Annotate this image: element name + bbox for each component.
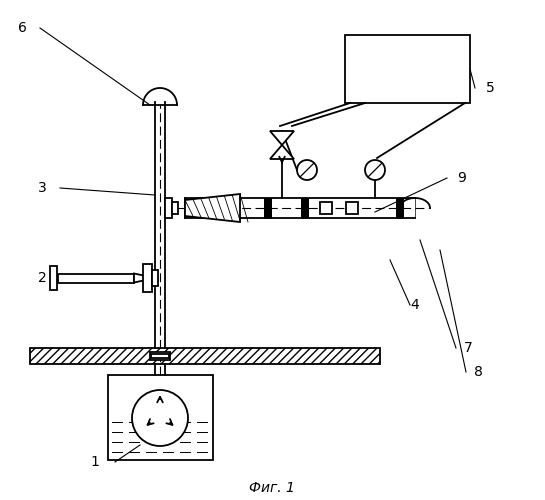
Bar bbox=[320, 202, 332, 214]
Text: 4: 4 bbox=[410, 298, 419, 312]
Polygon shape bbox=[134, 274, 146, 282]
Text: 1: 1 bbox=[90, 455, 99, 469]
Circle shape bbox=[132, 390, 188, 446]
Bar bbox=[345, 35, 470, 103]
Polygon shape bbox=[185, 194, 240, 222]
Text: 7: 7 bbox=[464, 341, 473, 355]
Bar bbox=[151, 354, 169, 358]
Polygon shape bbox=[270, 145, 294, 159]
Polygon shape bbox=[270, 131, 294, 145]
Bar bbox=[172, 202, 178, 214]
Bar bbox=[150, 352, 170, 360]
Text: 9: 9 bbox=[458, 171, 467, 185]
Text: 5: 5 bbox=[486, 81, 494, 95]
Bar bbox=[346, 202, 358, 214]
Bar bbox=[301, 198, 309, 218]
Circle shape bbox=[365, 160, 385, 180]
Bar bbox=[152, 270, 158, 286]
Text: 2: 2 bbox=[38, 271, 46, 285]
Bar bbox=[108, 375, 213, 460]
Text: 8: 8 bbox=[474, 365, 482, 379]
Bar bbox=[165, 198, 172, 218]
Text: Фиг. 1: Фиг. 1 bbox=[249, 481, 295, 495]
Bar bbox=[264, 198, 272, 218]
Bar bbox=[30, 348, 380, 364]
Circle shape bbox=[297, 160, 317, 180]
Bar bbox=[143, 264, 152, 292]
Bar bbox=[50, 266, 57, 290]
Bar bbox=[58, 274, 134, 282]
Text: 3: 3 bbox=[38, 181, 46, 195]
Text: 6: 6 bbox=[17, 21, 27, 35]
Bar bbox=[396, 198, 404, 218]
